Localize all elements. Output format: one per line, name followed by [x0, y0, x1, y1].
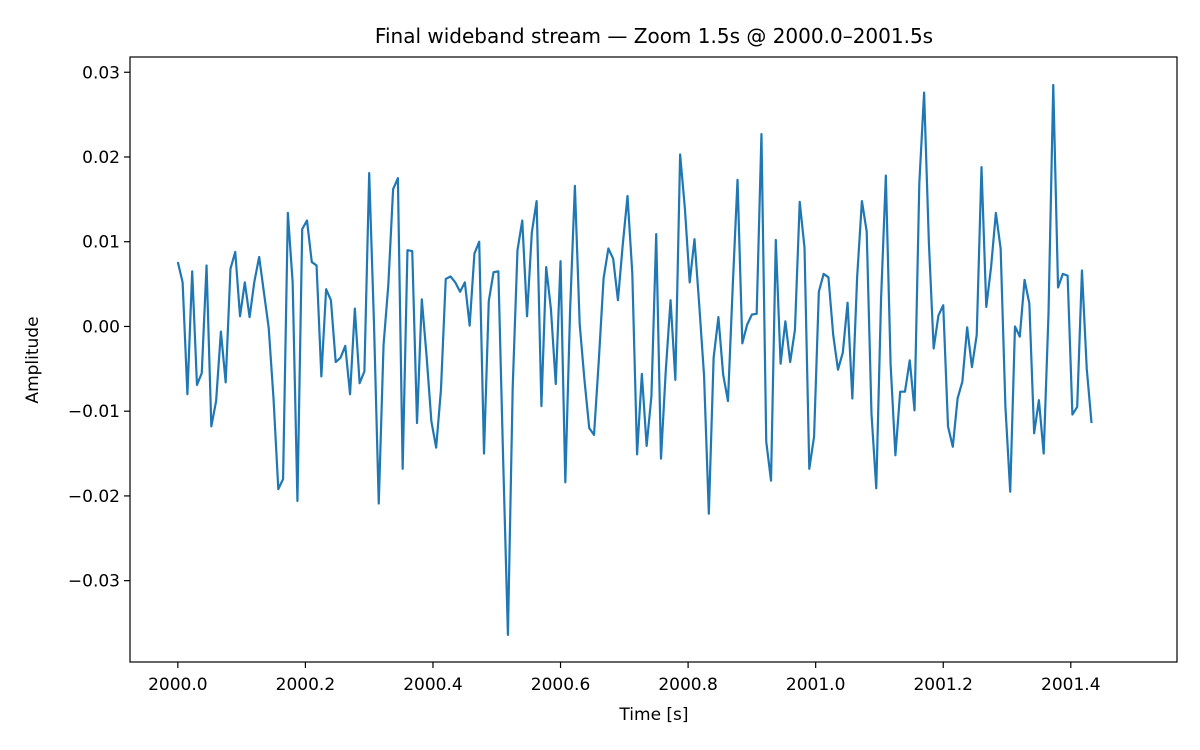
- y-axis-label: Amplitude: [23, 316, 43, 403]
- x-axis-label: Time [s]: [618, 705, 688, 725]
- x-tick-label: 2000.6: [531, 675, 590, 695]
- chart-title: Final wideband stream — Zoom 1.5s @ 2000…: [375, 24, 933, 48]
- x-tick-label: 2001.4: [1041, 675, 1100, 695]
- x-tick-label: 2000.8: [658, 675, 717, 695]
- y-tick-label: −0.01: [68, 402, 120, 422]
- y-axis-ticks: 0.03 0.02 0.01 0.00 −0.01 −0.02 −0.03: [68, 63, 130, 592]
- y-tick-label: 0.02: [82, 148, 120, 168]
- series-line: [176, 83, 1093, 636]
- y-tick-label: 0.03: [82, 63, 120, 83]
- y-tick-label: 0.00: [82, 317, 120, 337]
- y-tick-label: −0.02: [68, 487, 120, 507]
- x-axis-ticks: 2000.0 2000.2 2000.4 2000.6 2000.8 2001.0 2001…: [148, 662, 1101, 695]
- y-tick-label: −0.03: [68, 572, 120, 592]
- x-tick-label: 2000.4: [403, 675, 462, 695]
- x-tick-label: 2001.0: [786, 675, 845, 695]
- y-tick-label: 0.01: [82, 233, 120, 253]
- x-tick-label: 2000.0: [148, 675, 207, 695]
- x-tick-label: 2000.2: [276, 675, 335, 695]
- plot-area-frame: [129, 56, 1178, 663]
- x-tick-label: 2001.2: [913, 675, 972, 695]
